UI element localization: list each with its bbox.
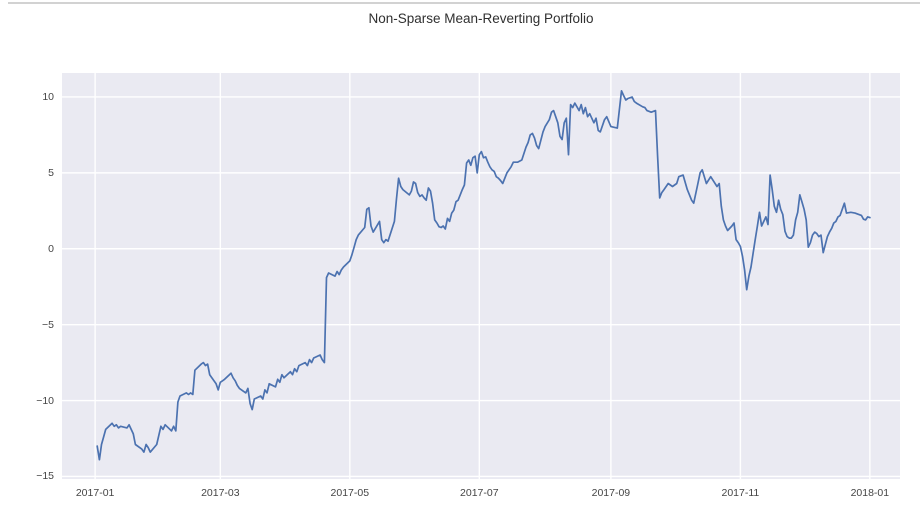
chart-title: Non-Sparse Mean-Reverting Portfolio	[368, 11, 594, 26]
x-tick-label: 2017-03	[201, 487, 240, 499]
x-tick-label: 2017-07	[460, 487, 499, 499]
x-tick-label: 2017-01	[75, 487, 115, 499]
y-tick-label: 5	[48, 166, 54, 179]
x-tick-label: 2017-09	[591, 487, 631, 499]
y-tick-label: −5	[42, 318, 54, 331]
x-tick-label: 2017-05	[330, 487, 370, 499]
plot-background	[62, 73, 900, 479]
x-tick-label: 2017-11	[721, 487, 760, 499]
y-tick-label: −15	[36, 470, 54, 483]
x-tick-label: 2018-01	[850, 487, 890, 499]
y-tick-label: 0	[48, 242, 54, 255]
y-tick-label: 10	[42, 90, 54, 103]
gridlines	[62, 73, 900, 479]
top-border-divider	[8, 2, 920, 4]
portfolio-line	[96, 90, 871, 461]
y-tick-label: −10	[36, 394, 54, 407]
